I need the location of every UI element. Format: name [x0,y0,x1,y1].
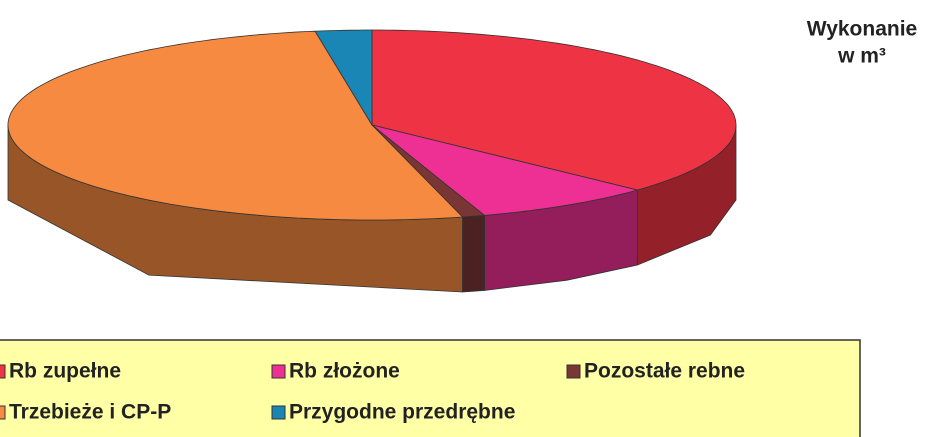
slice-side [462,214,485,293]
legend-box [0,339,861,437]
slice [371,29,737,191]
chart-title: Wykonanie [807,18,917,41]
slice [314,29,373,127]
legend-swatch [0,364,6,379]
legend-label: Trzebieże i CP-P [9,401,171,424]
legend-label: Pozostałe rebne [584,360,745,383]
slice [7,30,464,221]
legend-label: Przygodne przedrębne [289,401,515,424]
legend-label: Rb złożone [289,360,400,383]
legend-swatch [0,405,6,420]
legend-label: Rb zupełne [9,360,121,383]
chart-title: w m³ [837,45,886,68]
legend-swatch [566,364,581,379]
legend-swatch [271,405,286,420]
legend-swatch [271,364,286,379]
slice [371,124,639,216]
